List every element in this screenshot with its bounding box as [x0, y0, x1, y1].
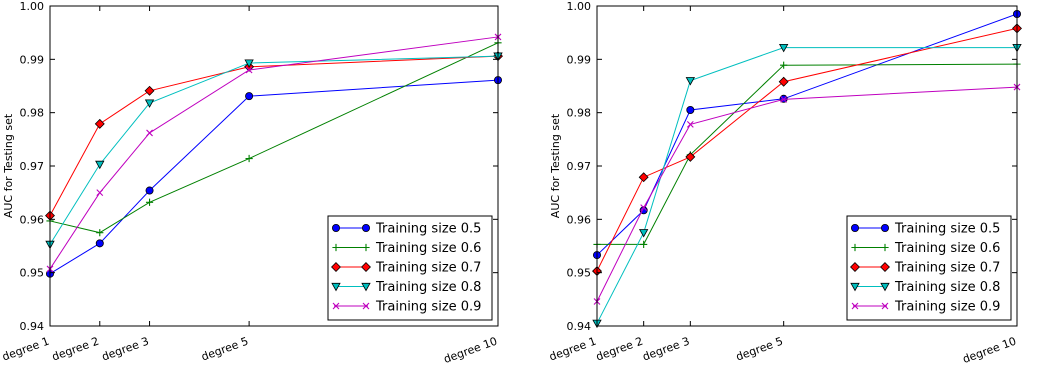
legend-box-1: [327, 215, 493, 321]
legend-label-5: Training size 0.9: [375, 300, 481, 315]
series-line-3: [49, 55, 499, 216]
y-axis-label-2: AUC for Testing set: [549, 113, 562, 218]
legend-marker-right-3: [361, 262, 371, 272]
data-point-s3-2: [94, 118, 105, 129]
legend-marker-left-2: [332, 243, 340, 252]
y-tick-label-5: 0.98: [567, 107, 592, 120]
data-point-s4-3: [144, 99, 155, 108]
data-point-s2-2: [96, 229, 104, 237]
y-tick-label-6: 0.99: [20, 53, 45, 66]
data-point-s1-3: [686, 106, 695, 115]
data-point-s3-2: [638, 172, 649, 183]
legend-marker-right-2: [881, 243, 889, 252]
legend-marker-right-4: [880, 282, 890, 292]
legend-label-2: Training size 0.6: [375, 241, 481, 256]
legend-label-1: Training size 0.5: [375, 222, 481, 237]
data-point-s4-3: [685, 77, 696, 86]
data-point-s5-3: [686, 121, 694, 128]
legend-marker-left-3: [850, 262, 860, 272]
data-point-s5-4: [245, 66, 253, 74]
x-tick-label-4: degree 5: [200, 335, 251, 364]
y-tick-label-1: 0.94: [567, 320, 592, 333]
x-tick-label-1: degree 1: [547, 335, 598, 364]
legend-marker-left-5: [332, 302, 340, 310]
plot-area-1: [45, 33, 503, 278]
y-tick-label-3: 0.96: [567, 213, 592, 226]
series-line-2: [49, 42, 499, 234]
legend-label-3: Training size 0.7: [894, 261, 1000, 276]
x-tick-label-5: degree 10: [442, 335, 499, 366]
data-point-s2-3: [145, 198, 154, 206]
data-point-s4-2: [638, 229, 649, 238]
legend-box-2: [846, 215, 1012, 321]
data-point-s3-4: [778, 76, 789, 87]
y-tick-label-4: 0.97: [567, 160, 592, 173]
legend-marker-right-4: [361, 282, 371, 292]
data-point-s1-2: [95, 239, 104, 248]
legend-marker-right-1: [361, 223, 370, 232]
x-tick-label-3: degree 3: [641, 335, 692, 364]
legend-2: Training size 0.5 Training size 0.6 Traini…: [846, 215, 1012, 321]
legend-marker-left-4: [331, 282, 341, 292]
x-tick-label-2: degree 2: [594, 335, 645, 364]
legend-label-4: Training size 0.8: [894, 280, 1000, 295]
y-tick-label-6: 0.99: [567, 53, 592, 66]
data-point-s5-2: [640, 204, 648, 211]
data-point-s1-3: [145, 186, 154, 195]
data-point-s3-3: [144, 85, 155, 96]
data-point-s5-2: [96, 189, 104, 197]
legend-marker-left-1: [331, 223, 340, 232]
x-tick-label-1: degree 1: [0, 335, 51, 364]
legend-marker-right-1: [881, 223, 890, 232]
legend-label-4: Training size 0.8: [375, 280, 481, 295]
data-point-s2-4: [245, 154, 253, 163]
data-point-s4-4: [778, 44, 789, 53]
x-tick-label-4: degree 5: [734, 335, 785, 364]
data-point-s1-4: [245, 92, 254, 101]
legend-label-2: Training size 0.6: [894, 241, 1000, 256]
data-point-s2-2: [640, 240, 648, 248]
legend-marker-left-4: [850, 282, 860, 292]
legend-label-1: Training size 0.5: [894, 222, 1000, 237]
legend-marker-right-3: [880, 262, 890, 272]
data-point-s4-4: [244, 59, 254, 68]
y-tick-label-1: 0.94: [20, 320, 45, 333]
y-tick-label-7: 1.00: [567, 0, 592, 13]
data-point-s2-4: [780, 61, 788, 69]
data-point-s4-2: [95, 160, 105, 170]
y-tick-label-2: 0.95: [567, 267, 592, 280]
data-point-s5-4: [780, 95, 788, 103]
data-point-s3-3: [685, 151, 696, 162]
y-tick-label-7: 1.00: [20, 0, 45, 13]
legend-marker-left-2: [851, 243, 859, 252]
y-tick-label-2: 0.95: [20, 267, 45, 280]
x-tick-label-3: degree 3: [100, 335, 151, 364]
y-tick-label-5: 0.98: [20, 107, 45, 120]
legend-marker-left-1: [851, 223, 860, 232]
y-axis-label-1: AUC for Testing set: [2, 113, 15, 218]
legend-marker-left-5: [851, 302, 859, 310]
legend-label-3: Training size 0.7: [375, 261, 481, 276]
y-tick-label-4: 0.97: [20, 160, 45, 173]
data-point-s5-3: [146, 129, 153, 137]
legend-marker-right-5: [881, 302, 889, 310]
legend-1: Training size 0.5 Training size 0.6 Traini…: [327, 215, 493, 321]
legend-marker-right-5: [362, 302, 370, 310]
legend-marker-left-3: [331, 262, 341, 272]
legend-label-5: Training size 0.9: [894, 300, 1000, 315]
y-tick-label-3: 0.96: [20, 213, 45, 226]
x-tick-label-2: degree 2: [50, 335, 101, 364]
legend-marker-right-2: [362, 243, 370, 252]
x-tick-label-5: degree 10: [961, 335, 1018, 366]
